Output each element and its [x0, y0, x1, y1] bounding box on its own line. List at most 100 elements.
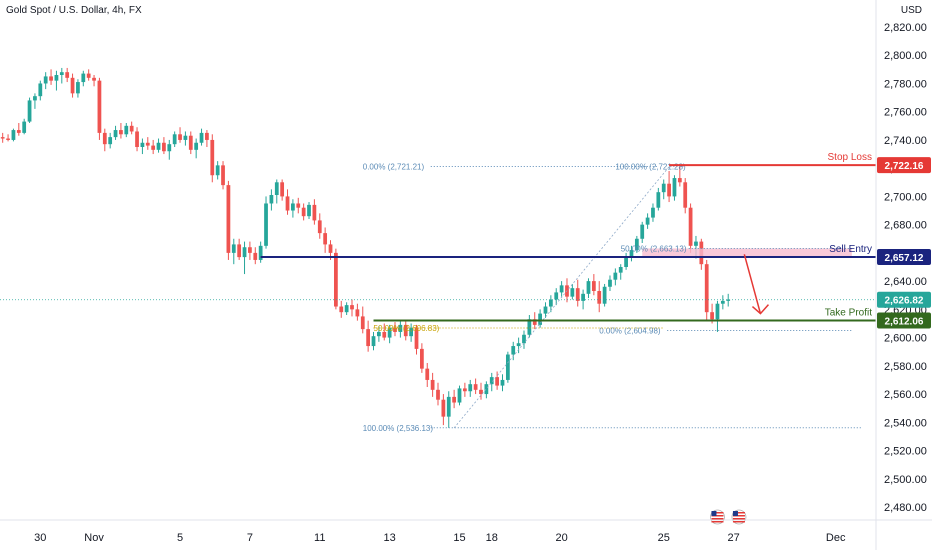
candle: [419, 343, 424, 373]
candle-body: [16, 130, 21, 133]
candle-body: [33, 96, 37, 101]
candle-body: [6, 138, 10, 140]
candle-body: [581, 293, 585, 301]
candle: [258, 241, 263, 263]
candle-body: [355, 309, 360, 317]
candle-body: [688, 207, 693, 246]
candle: [414, 324, 419, 355]
candle: [102, 128, 107, 152]
candle: [602, 283, 607, 307]
time-axis[interactable]: 30 Nov 5 7 11 13 15 18 20 25 27 Dec: [0, 519, 932, 544]
candle-body: [108, 137, 113, 145]
candle: [500, 374, 505, 392]
candle: [231, 238, 236, 265]
candle-body: [414, 327, 419, 349]
candle-body: [205, 132, 209, 140]
candle: [505, 351, 510, 383]
candle-body: [124, 125, 129, 135]
candle-body: [38, 83, 43, 97]
candle: [425, 363, 430, 387]
candle-body: [398, 324, 403, 332]
candle: [215, 161, 220, 180]
candle-body: [446, 396, 451, 417]
candle-body: [253, 252, 258, 260]
candle: [113, 125, 118, 140]
candle-body: [371, 336, 376, 347]
candle: [720, 295, 725, 310]
candle-body: [248, 247, 252, 253]
candle-body: [76, 82, 80, 94]
candle: [27, 97, 32, 123]
candle-body: [532, 319, 537, 325]
candle: [226, 180, 231, 260]
candle: [108, 132, 113, 149]
candle: [70, 73, 75, 98]
target-arrow-shaft: [743, 254, 762, 314]
candle: [634, 235, 639, 253]
candle: [285, 189, 290, 215]
candle-body: [54, 75, 59, 81]
candle-body: [629, 250, 634, 258]
us-flag-icon[interactable]: [731, 509, 747, 525]
candle-body: [457, 388, 462, 403]
candle: [446, 391, 451, 428]
candle-body: [715, 303, 720, 320]
candle-body: [468, 384, 473, 392]
currency-label: USD: [900, 5, 922, 16]
us-flag-icon[interactable]: [710, 509, 725, 525]
flag-canton: [732, 511, 738, 516]
candle: [145, 137, 150, 150]
flag-stripe: [732, 515, 745, 517]
fib-level-label: 50.00% (2,606.83): [374, 324, 440, 333]
time-tick-label: 11: [314, 532, 325, 544]
candle: [151, 139, 156, 155]
candle: [570, 283, 575, 300]
time-tick-label: 15: [453, 532, 465, 544]
candle: [264, 196, 268, 249]
candle: [54, 70, 59, 91]
candle: [656, 187, 661, 211]
candle-body: [586, 281, 591, 294]
candle: [11, 128, 16, 142]
candle: [242, 241, 247, 275]
time-tick-label: Nov: [84, 532, 104, 544]
flag-stripe: [711, 521, 724, 523]
candle-body: [710, 312, 714, 320]
candle: [124, 123, 129, 138]
candle-body: [591, 281, 596, 291]
candle: [307, 202, 311, 219]
candle-body: [339, 306, 344, 313]
take-profit-label: Take Profit: [825, 308, 872, 319]
candle-body: [672, 178, 677, 197]
candle: [76, 79, 80, 98]
badge-bg: [877, 291, 931, 308]
candle-body: [516, 343, 521, 347]
candle-body: [119, 130, 123, 135]
candle: [360, 306, 365, 334]
badge-text: 2,626.82: [885, 296, 924, 307]
price-tick-label: 2,740.00: [884, 135, 927, 147]
candle: [301, 203, 306, 221]
candle-body: [634, 238, 639, 251]
flag-canton: [711, 511, 717, 516]
candle: [162, 137, 166, 155]
candle-body: [527, 319, 532, 335]
candle-body: [618, 267, 623, 273]
candle-body: [505, 354, 510, 380]
candle: [140, 138, 145, 155]
target-arrow-head: [751, 304, 770, 315]
candle-body: [43, 76, 48, 84]
candle-body: [548, 299, 553, 307]
price-axis[interactable]: 2,480.00 2,500.00 2,520.00 2,540.00 2,560.00…: [875, 0, 931, 550]
candle: [597, 281, 602, 313]
fib-trend-line: [453, 166, 670, 429]
candle-body: [554, 292, 559, 300]
candle-body: [645, 217, 650, 225]
candle: [274, 179, 279, 204]
candle-body: [178, 134, 182, 140]
candle-body: [274, 182, 279, 195]
candle-body: [495, 377, 499, 386]
candle-body: [162, 142, 166, 152]
candle: [441, 394, 446, 426]
